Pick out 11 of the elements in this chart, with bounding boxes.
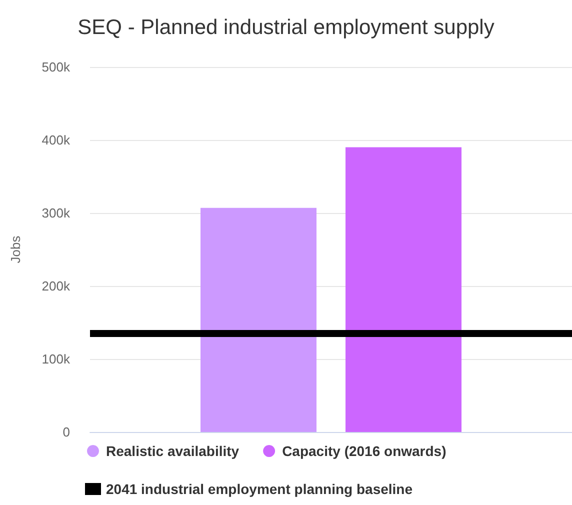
y-tick-label: 300k xyxy=(42,206,70,220)
y-tick-label: 100k xyxy=(42,352,70,366)
legend-label: 2041 industrial employment planning baseline xyxy=(106,481,413,497)
y-tick-label: 500k xyxy=(42,60,70,74)
y-tick-label: 0 xyxy=(62,424,70,440)
y-axis-title: Jobs xyxy=(8,235,23,264)
y-tick-label: 200k xyxy=(42,278,70,294)
legend-label: Capacity (2016 onwards) xyxy=(282,443,446,459)
y-tick-label: 400k xyxy=(42,132,70,148)
chart-title: SEQ - Planned industrial employment supply xyxy=(78,16,495,39)
legend-label: Realistic availability xyxy=(106,443,240,459)
